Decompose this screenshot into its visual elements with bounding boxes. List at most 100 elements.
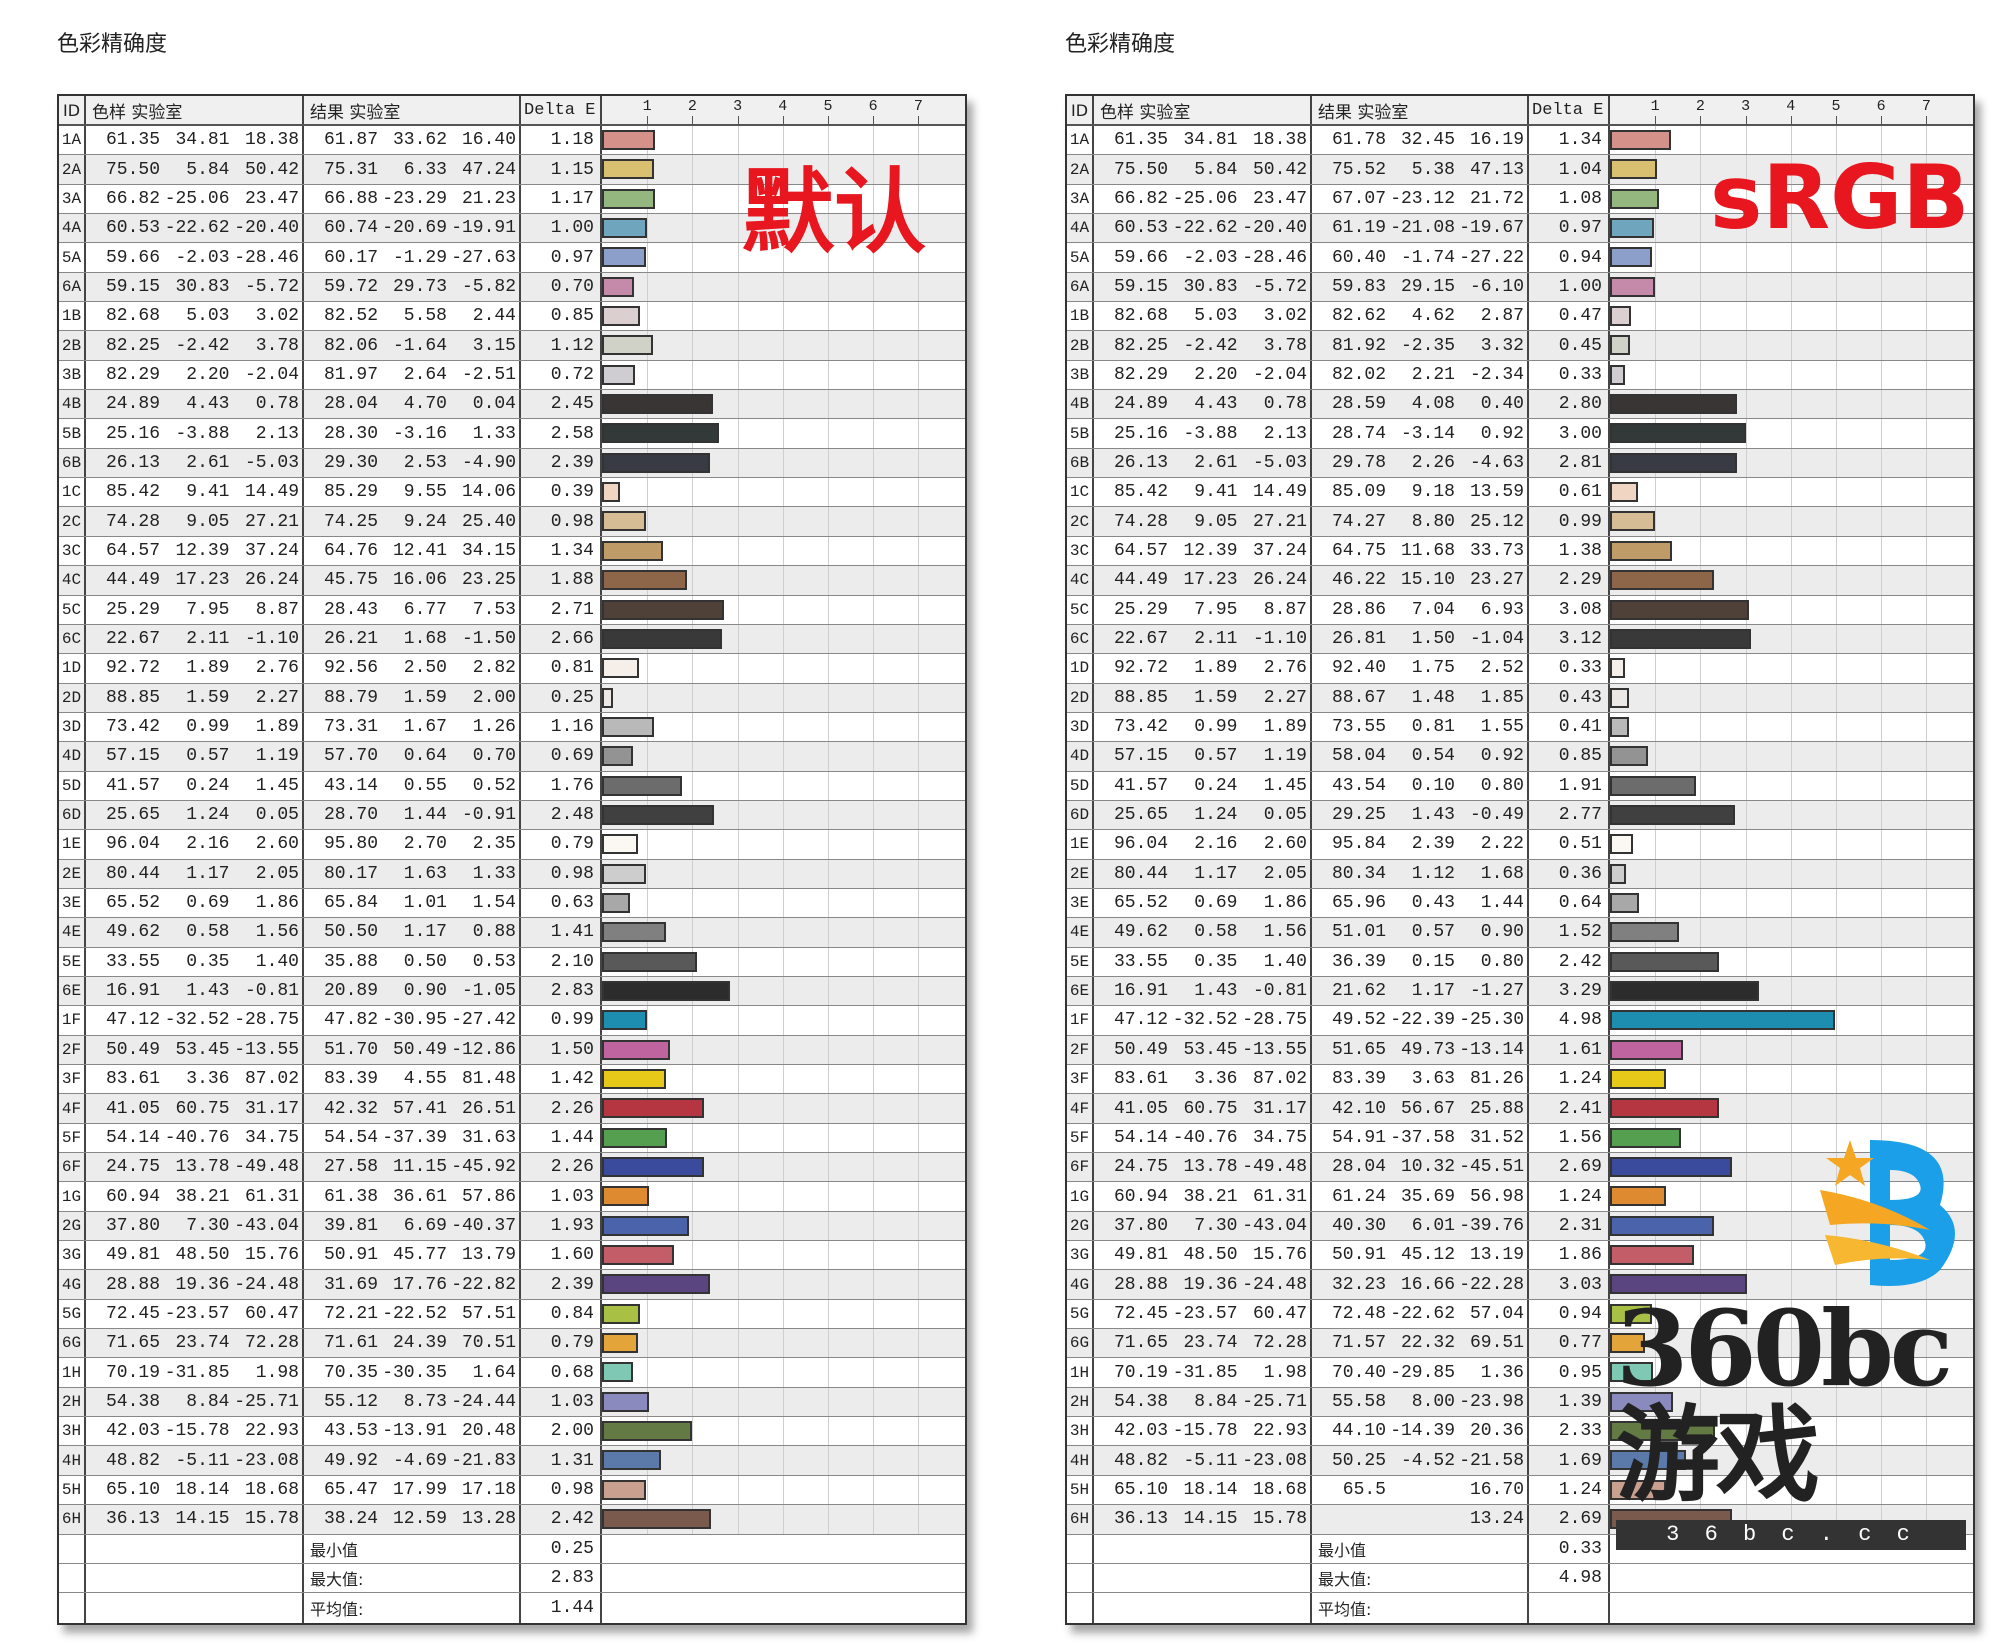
- grid-line: [1655, 478, 1657, 507]
- patch-id: 6A: [1067, 272, 1094, 302]
- result-value: 16.19: [1469, 130, 1524, 151]
- grid-line: [1700, 214, 1702, 243]
- patch-id: 6C: [59, 624, 86, 654]
- grid-line: [1881, 507, 1883, 536]
- sample-value: 16.91: [105, 981, 160, 1002]
- result-value: 54.54: [323, 1127, 378, 1148]
- sample-value: 82.68: [1113, 306, 1168, 327]
- result-lab: 28.74 -3.14 0.92: [1312, 419, 1529, 448]
- result-value: 2.87: [1480, 306, 1524, 327]
- result-lab: 51.65 49.73 -13.14: [1312, 1035, 1529, 1064]
- table-row: 4G 28.88 19.36 -24.48 32.23 16.66 -22.28 3.03: [1067, 1270, 1973, 1300]
- patch-id: 4H: [59, 1446, 86, 1475]
- patch-id: 5B: [59, 419, 86, 448]
- grid-line: [1926, 1299, 1928, 1329]
- delta-e-bar: [602, 1274, 711, 1295]
- sample-value: 85.42: [1113, 482, 1168, 503]
- grid-line: [1836, 771, 1837, 800]
- grid-line: [1926, 331, 1928, 360]
- grid-line: [1836, 888, 1837, 918]
- grid-line: [692, 888, 694, 918]
- sample-lab: 25.16 -3.88 2.13: [86, 419, 304, 448]
- delta-e-bar: [1610, 1362, 1653, 1383]
- sample-value: 37.80: [105, 1215, 160, 1236]
- table-row: 4F 41.05 60.75 31.17 42.10 56.67 25.88 2.41: [1067, 1094, 1973, 1124]
- delta-e-value: 1.24: [1529, 1065, 1610, 1094]
- grid-line: [1745, 771, 1747, 800]
- delta-e-bar: [602, 775, 682, 796]
- grid-line: [828, 888, 829, 918]
- sample-value: 60.47: [1252, 1303, 1307, 1324]
- summary-label: 平均值:: [304, 1593, 521, 1623]
- sample-value: 72.28: [1252, 1333, 1307, 1354]
- result-value: 1.55: [1480, 717, 1524, 738]
- sample-value: 73.42: [1113, 717, 1168, 738]
- table-row: 3C 64.57 12.39 37.24 64.76 12.41 34.15 1.34: [59, 536, 965, 567]
- delta-e-value: 3.03: [1529, 1270, 1610, 1299]
- delta-e-value: 1.69: [1529, 1446, 1610, 1475]
- sample-value: 83.61: [1113, 1069, 1168, 1090]
- delta-e-bar-cell: [1610, 742, 1970, 771]
- sample-lab: 66.82 -25.06 23.47: [86, 184, 304, 214]
- grid-line: [1790, 918, 1792, 947]
- result-value: -37.58: [1390, 1127, 1455, 1148]
- table-row: 6F 24.75 13.78 -49.48 27.58 11.15 -45.92 2.26: [59, 1153, 965, 1183]
- result-value: -1.29: [392, 247, 447, 268]
- table-row: 1F 47.12 -32.52 -28.75 49.52 -22.39 -25.30 4.98: [1067, 1006, 1973, 1036]
- sample-value: 4.43: [1194, 394, 1238, 415]
- grid-line: [828, 1035, 829, 1064]
- patch-id: 4C: [1067, 566, 1094, 595]
- result-lab: 61.19 -21.08 -19.67: [1312, 214, 1529, 243]
- result-value: -37.39: [382, 1127, 447, 1148]
- grid-line: [1790, 1035, 1792, 1064]
- sample-value: 2.27: [1263, 687, 1307, 708]
- grid-line: [692, 1329, 694, 1358]
- sample-value: 7.95: [186, 599, 230, 620]
- patch-id: 1E: [1067, 830, 1094, 859]
- patch-id: 2E: [1067, 859, 1094, 888]
- delta-e-bar: [1610, 1186, 1667, 1207]
- delta-e-bar: [1610, 863, 1627, 884]
- result-value: 60.74: [323, 218, 378, 239]
- grid-line: [1745, 1387, 1747, 1417]
- table-row: 4H 48.82 -5.11 -23.08 50.25 -4.52 -21.58 1.69: [1067, 1446, 1973, 1476]
- grid-line: [1790, 302, 1792, 331]
- grid-line: [692, 1006, 694, 1035]
- sample-value: 60.94: [105, 1186, 160, 1207]
- delta-e-value: 1.93: [521, 1211, 602, 1241]
- delta-e-bar: [1610, 716, 1629, 737]
- delta-e-bar: [602, 364, 635, 385]
- sample-value: 26.24: [1252, 570, 1307, 591]
- result-lab: 28.43 6.77 7.53: [304, 595, 521, 624]
- grid-line: [782, 830, 784, 859]
- grid-line: [1790, 947, 1792, 976]
- delta-e-bar-cell: [1610, 771, 1970, 800]
- sample-lab: 41.57 0.24 1.45: [86, 771, 304, 800]
- grid-line: [1745, 1329, 1747, 1358]
- grid-line: [1881, 1299, 1883, 1329]
- patch-id: 5A: [1067, 243, 1094, 272]
- patch-id: 1A: [1067, 126, 1094, 155]
- sample-lab: 41.05 60.75 31.17: [1094, 1094, 1312, 1123]
- patch-id: 2F: [1067, 1035, 1094, 1064]
- result-value: 57.51: [461, 1303, 516, 1324]
- grid-line: [1790, 1153, 1792, 1182]
- sample-value: 34.75: [244, 1127, 299, 1148]
- sample-value: 9.05: [186, 511, 230, 532]
- grid-line: [1655, 243, 1657, 272]
- grid-line: [1836, 859, 1837, 888]
- result-value: 1.12: [1411, 863, 1455, 884]
- result-value: 2.50: [403, 658, 447, 679]
- table-row: 5F 54.14 -40.76 34.75 54.91 -37.58 31.52 1.56: [1067, 1123, 1973, 1154]
- result-lab: 64.76 12.41 34.15: [304, 536, 521, 566]
- grid-line: [1745, 243, 1747, 272]
- table-row: 5C 25.29 7.95 8.87 28.43 6.77 7.53 2.71: [59, 595, 965, 625]
- result-value: -1.05: [461, 981, 516, 1002]
- sample-value: 70.19: [1113, 1362, 1168, 1383]
- sample-lab: 59.66 -2.03 -28.46: [1094, 243, 1312, 272]
- delta-e-bar: [602, 599, 725, 620]
- result-value: 74.27: [1331, 511, 1386, 532]
- sample-lab: 59.15 30.83 -5.72: [86, 272, 304, 302]
- sample-value: 75.50: [105, 159, 160, 180]
- result-value: 1.26: [472, 717, 516, 738]
